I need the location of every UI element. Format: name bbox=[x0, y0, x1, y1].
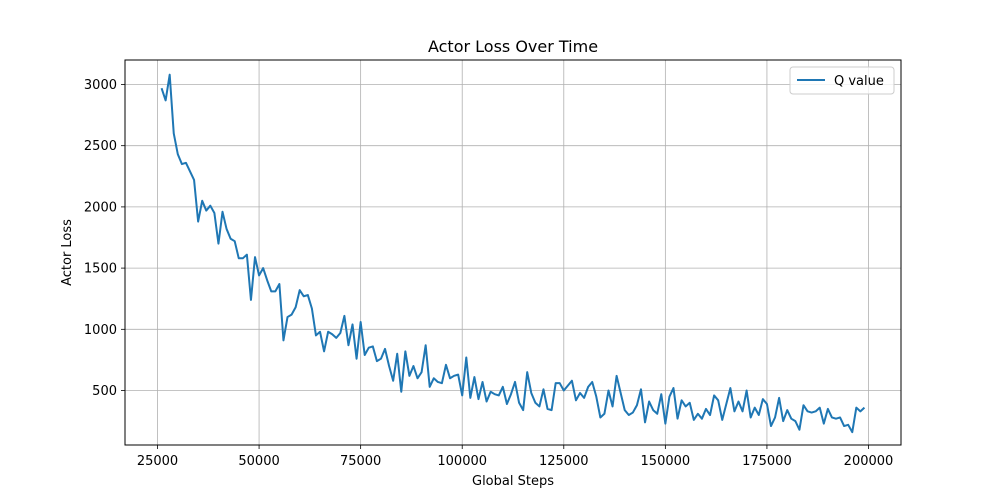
legend-box bbox=[789, 66, 895, 95]
x-tick-label: 75000 bbox=[340, 454, 381, 469]
plot-frame bbox=[124, 59, 902, 446]
legend: Q value bbox=[789, 66, 895, 95]
legend-label-q-value: Q value bbox=[834, 74, 884, 89]
x-tick-label: 50000 bbox=[238, 454, 279, 469]
x-tick-label: 100000 bbox=[437, 454, 487, 469]
x-tick-label: 125000 bbox=[539, 454, 589, 469]
y-tick-label: 2500 bbox=[84, 139, 117, 154]
series-line-q-value bbox=[160, 73, 866, 434]
grid-layer bbox=[125, 60, 901, 445]
x-tick-label: 200000 bbox=[844, 454, 894, 469]
y-tick-label: 3000 bbox=[84, 78, 117, 93]
y-tick-label: 1500 bbox=[84, 262, 117, 277]
y-tick-label: 500 bbox=[92, 384, 117, 399]
x-tick-label: 175000 bbox=[742, 454, 792, 469]
x-tick-label: 150000 bbox=[641, 454, 691, 469]
series-layer bbox=[160, 73, 866, 434]
tick-layer: 25000 50000 75000 100000 125000 150000 175000 2… bbox=[84, 78, 893, 469]
x-tick-label: 25000 bbox=[137, 454, 178, 469]
y-tick-label: 2000 bbox=[84, 200, 117, 215]
chart-title: Actor Loss Over Time bbox=[428, 37, 598, 56]
y-tick-label: 1000 bbox=[84, 323, 117, 338]
x-axis-label: Global Steps bbox=[472, 474, 554, 489]
y-axis-label: Actor Loss bbox=[60, 219, 75, 286]
